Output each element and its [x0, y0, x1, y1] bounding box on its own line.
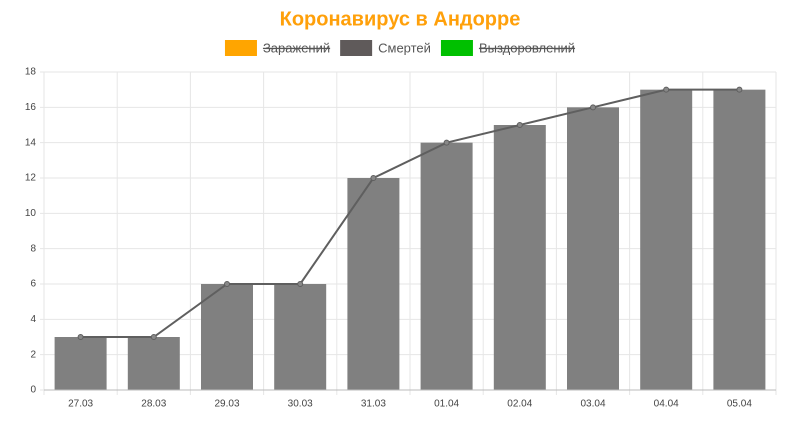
line-point [443, 139, 450, 146]
line-point [736, 86, 743, 93]
legend-label[interactable]: Выздоровлений [479, 40, 575, 55]
x-tick-label: 05.04 [727, 399, 752, 410]
y-tick-label: 4 [30, 314, 36, 325]
line-point [150, 334, 157, 340]
bar [493, 125, 546, 390]
x-tick-label: 27.03 [68, 399, 93, 410]
x-tick-label: 02.04 [507, 399, 532, 410]
y-tick-label: 14 [25, 137, 37, 148]
line-point [590, 104, 596, 111]
x-tick-label: 31.03 [361, 399, 386, 410]
legend-swatch[interactable] [440, 40, 473, 56]
bar [274, 284, 327, 390]
legend-label[interactable]: Смертей [378, 40, 431, 55]
bar [420, 142, 473, 390]
chart-title: Коронавирус в Андорре [280, 8, 521, 30]
y-tick-label: 18 [25, 67, 37, 78]
x-tick-label: 30.03 [288, 399, 313, 410]
x-tick-label: 01.04 [434, 399, 459, 410]
y-tick-label: 10 [25, 208, 37, 219]
bar [347, 178, 400, 390]
line-point [663, 86, 670, 93]
bar [127, 337, 180, 390]
y-tick-label: 8 [30, 243, 36, 254]
y-tick-label: 12 [25, 173, 37, 184]
x-tick-label: 04.04 [654, 399, 679, 410]
line-point [370, 175, 377, 181]
y-tick-label: 2 [30, 349, 36, 360]
y-tick-label: 16 [25, 102, 37, 113]
x-tick-label: 28.03 [141, 399, 166, 410]
bar [713, 89, 766, 391]
y-tick-label: 0 [30, 385, 36, 396]
y-tick-label: 6 [30, 279, 36, 290]
bar [54, 337, 107, 390]
line [80, 88, 740, 338]
legend-swatch[interactable] [224, 40, 257, 56]
line-point [297, 281, 304, 287]
x-tick-label: 29.03 [214, 399, 239, 410]
line-point [224, 281, 230, 287]
line-point [516, 122, 523, 128]
bar [201, 284, 253, 390]
x-tick-label: 03.04 [580, 399, 605, 410]
line-point [77, 334, 84, 340]
legend-label[interactable]: Заражений [263, 40, 330, 55]
bar [640, 89, 693, 391]
legend-swatch[interactable] [340, 40, 373, 56]
bar [567, 107, 619, 390]
